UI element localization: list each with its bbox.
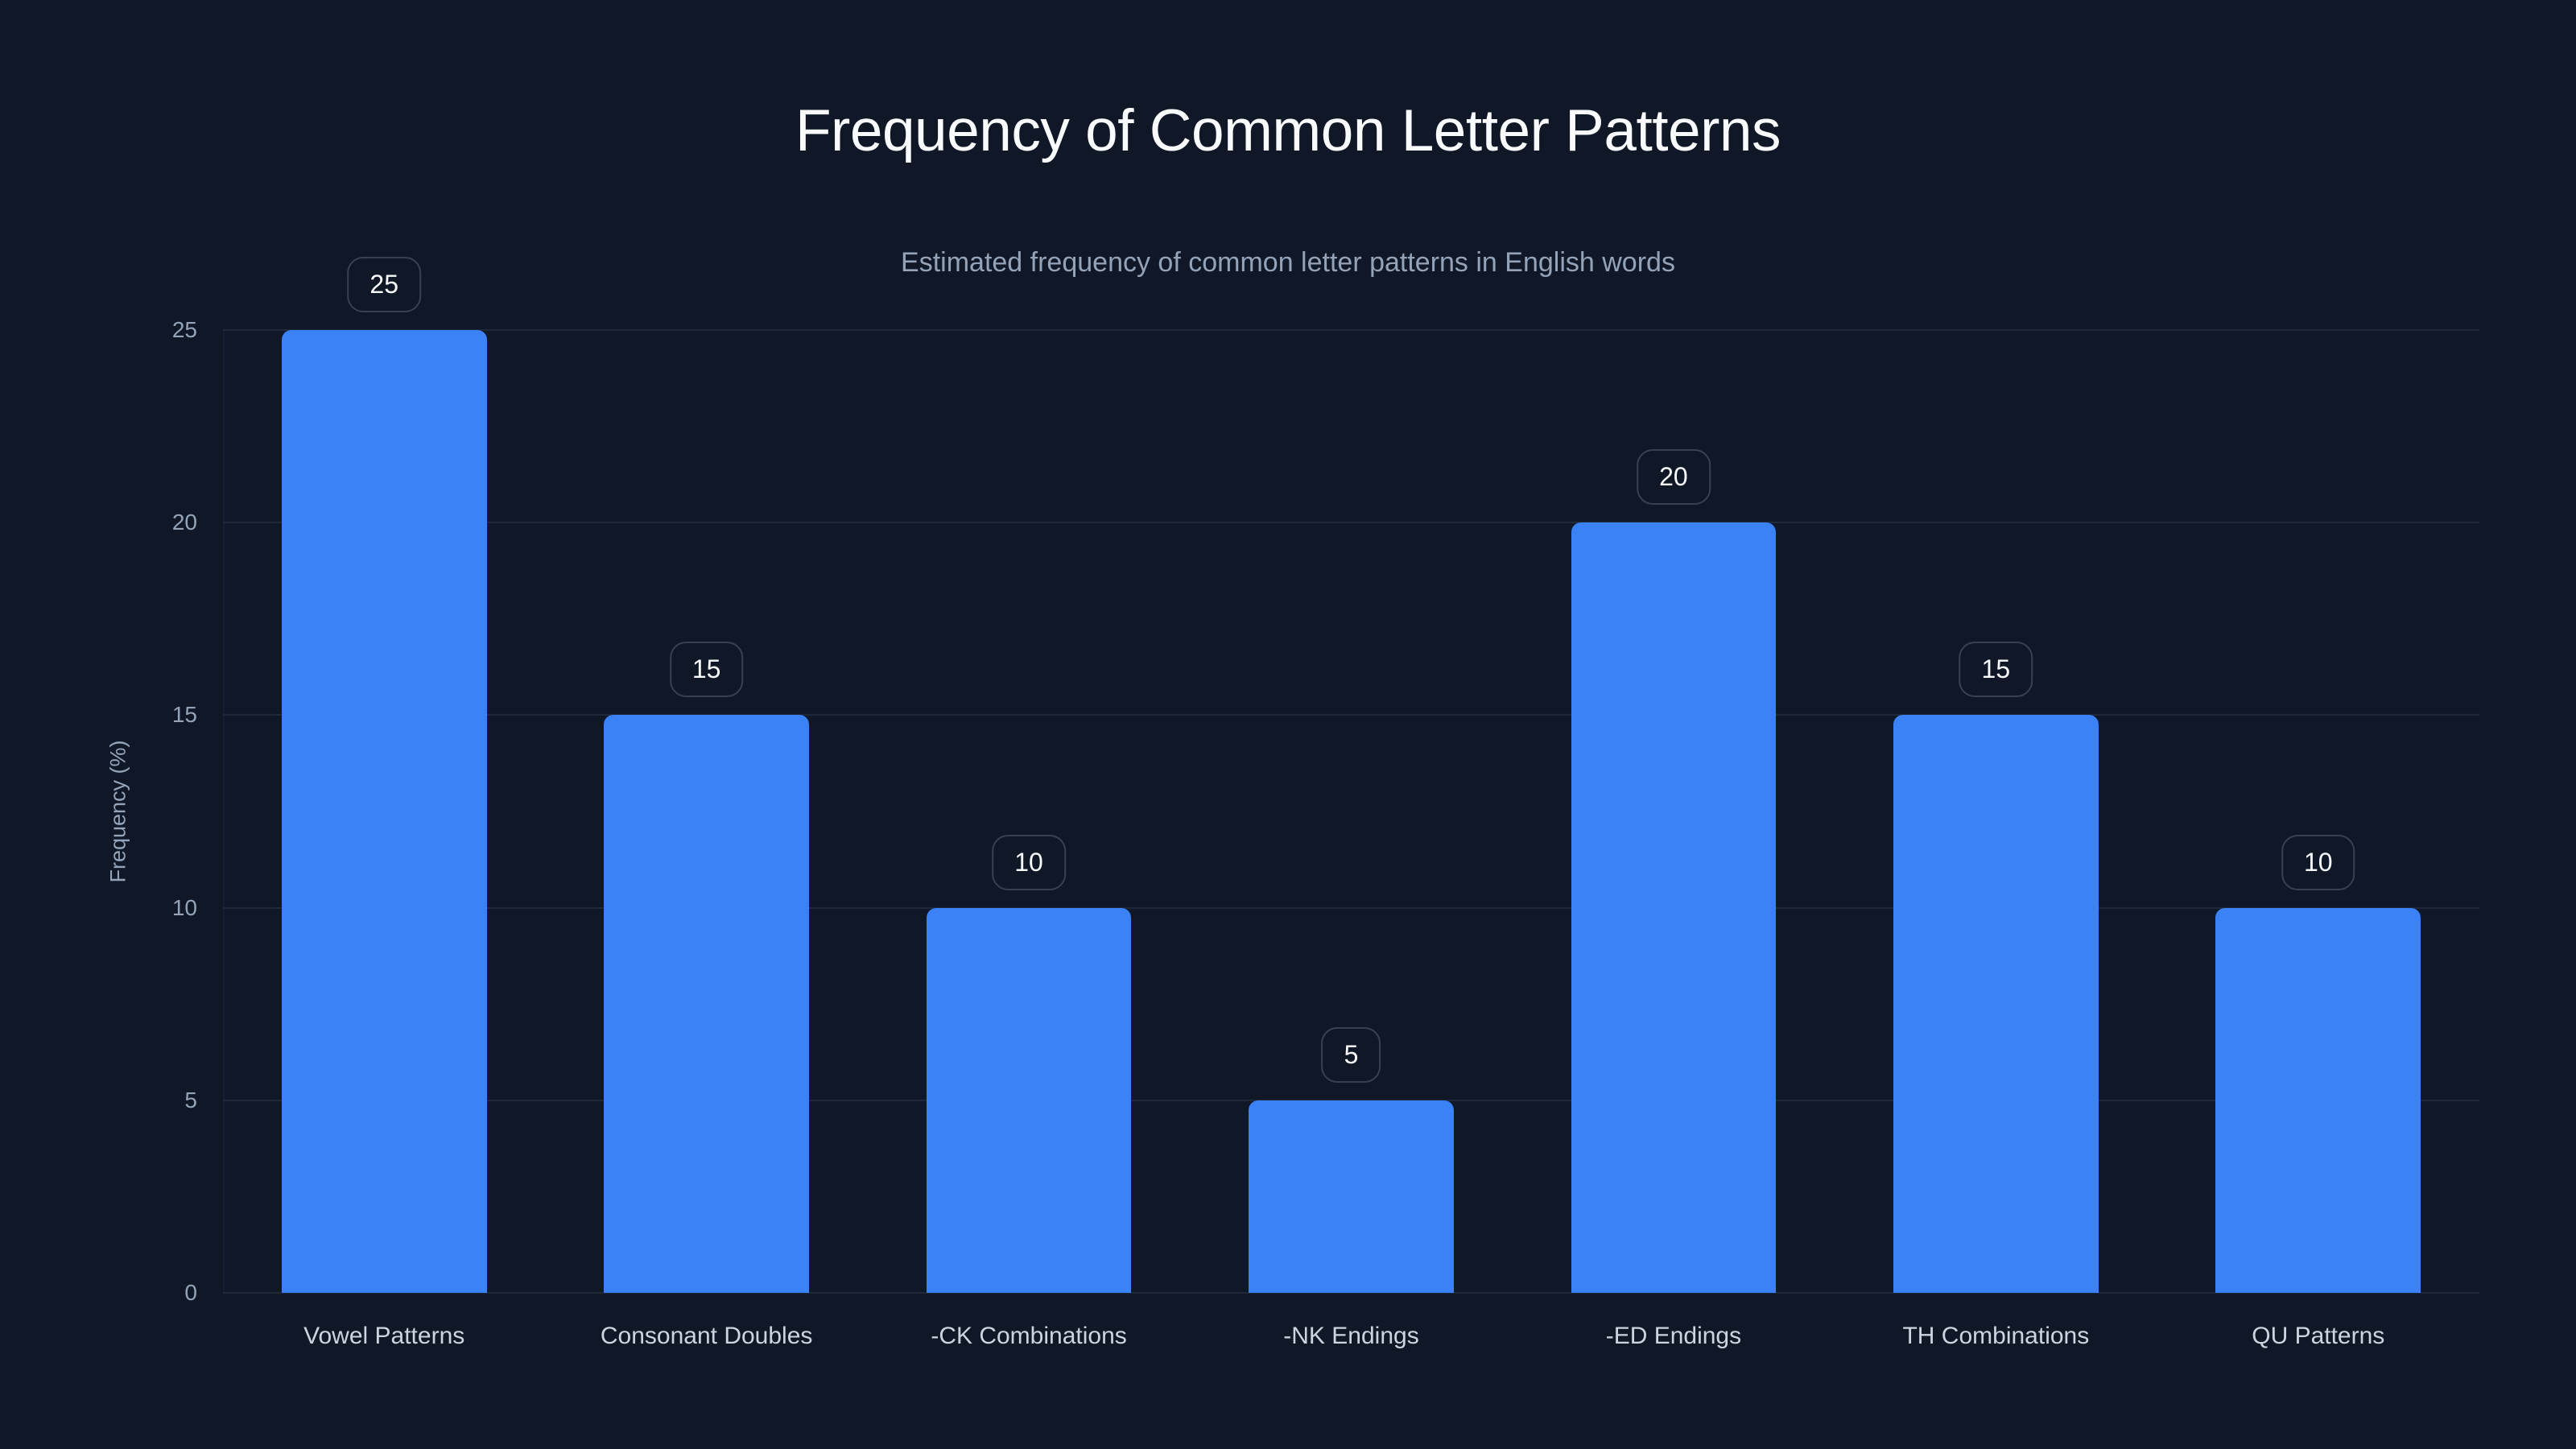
bar[interactable] — [604, 715, 809, 1293]
bar[interactable] — [281, 330, 487, 1293]
gridline-15 — [223, 714, 2479, 716]
bar[interactable] — [2215, 907, 2421, 1293]
x-tick-label: Consonant Doubles — [600, 1323, 813, 1349]
x-tick-label: QU Patterns — [2252, 1323, 2385, 1349]
chart-subtitle: Estimated frequency of common letter pat… — [901, 247, 1675, 278]
bar[interactable] — [1571, 522, 1777, 1293]
bar-group: 10 QU Patterns — [2157, 330, 2479, 1349]
y-tick-label: 0 — [184, 1280, 197, 1305]
gridline-25 — [223, 329, 2479, 331]
y-tick-label: 25 — [171, 317, 197, 342]
bar[interactable] — [926, 907, 1132, 1293]
x-tick-label: -NK Endings — [1283, 1323, 1419, 1349]
bar-group: 20 -ED Endings — [1513, 330, 1835, 1349]
plot-area: 0 5 10 15 20 25 25 Vowel Patterns 15 Con… — [172, 257, 2479, 1349]
x-tick-label: -ED Endings — [1605, 1323, 1742, 1349]
gridline-20 — [223, 522, 2479, 524]
value-label: 15 — [669, 642, 744, 698]
y-tick-label: 10 — [171, 894, 197, 920]
y-tick-label: 15 — [171, 702, 197, 728]
gridline-5 — [223, 1099, 2479, 1101]
bar[interactable] — [1893, 715, 2099, 1293]
value-label: 10 — [992, 834, 1066, 890]
gridline-0 — [223, 1292, 2479, 1294]
value-label: 25 — [347, 257, 421, 312]
value-label: 10 — [2281, 834, 2355, 890]
value-label: 5 — [1321, 1026, 1381, 1083]
x-tick-label: Vowel Patterns — [303, 1323, 465, 1349]
bar-group: 10 -CK Combinations — [868, 330, 1190, 1349]
bar-group: 15 TH Combinations — [1835, 330, 2157, 1349]
y-axis-line — [223, 330, 225, 1293]
gridline-10 — [223, 906, 2479, 909]
value-label: 20 — [1637, 449, 1711, 506]
bar-group: 25 Vowel Patterns — [223, 257, 545, 1349]
chart-title: Frequency of Common Letter Patterns — [795, 98, 1781, 163]
y-tick-label: 5 — [184, 1087, 197, 1113]
bar-group: 15 Consonant Doubles — [545, 330, 867, 1349]
y-tick-label: 20 — [171, 510, 197, 535]
x-tick-label: TH Combinations — [1902, 1323, 2090, 1349]
bar-group: 5 -NK Endings — [1190, 330, 1512, 1349]
x-tick-label: -CK Combinations — [931, 1323, 1127, 1349]
value-label: 15 — [1959, 642, 2033, 698]
y-axis-title: Frequency (%) — [105, 740, 130, 883]
bar[interactable] — [1249, 1100, 1454, 1293]
